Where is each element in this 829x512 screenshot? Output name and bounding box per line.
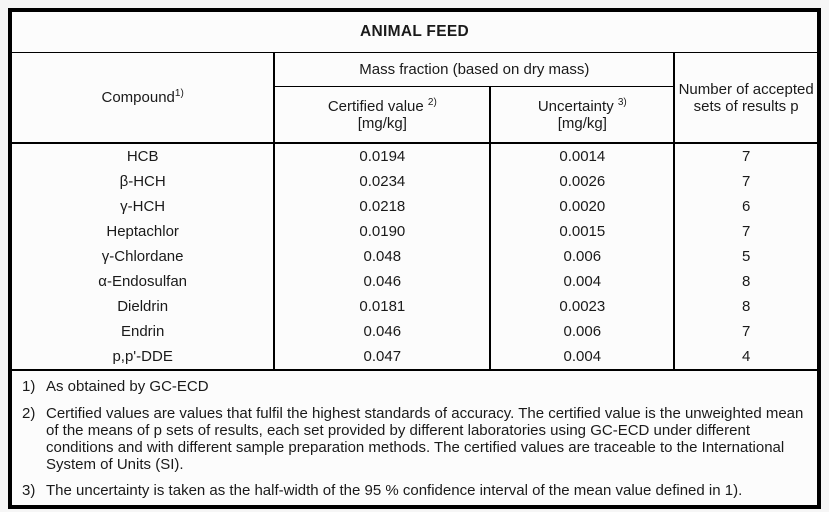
table-row: Dieldrin 0.0181 0.0023 8 (10, 294, 819, 319)
results-cell: 6 (673, 194, 819, 219)
footnotes-row: 1) As obtained by GC-ECD 2) Certified va… (10, 370, 819, 507)
uncertainty-cell: 0.0014 (489, 143, 675, 169)
results-cell: 8 (673, 294, 819, 319)
certified-header-footnote-ref: 2) (427, 96, 437, 108)
certified-cell: 0.047 (273, 344, 491, 371)
uncertainty-cell: 0.0023 (489, 294, 675, 319)
results-cell: 7 (673, 169, 819, 194)
uncertainty-cell: 0.0026 (489, 169, 675, 194)
certified-cell: 0.046 (273, 319, 491, 344)
compound-cell: β-HCH (119, 173, 166, 190)
certified-cell: 0.0181 (273, 294, 491, 319)
results-cell: 4 (673, 344, 819, 371)
table-row: γ-HCH 0.0218 0.0020 6 (10, 194, 819, 219)
table-title-row: ANIMAL FEED (10, 10, 819, 53)
results-cell: 7 (673, 143, 819, 169)
certified-cell: 0.0194 (273, 143, 491, 169)
header-group-row: Compound1) Mass fraction (based on dry m… (10, 52, 819, 144)
column-header-certified-value: Certified value 2) [mg/kg] (273, 86, 491, 144)
uncertainty-cell: 0.006 (489, 244, 675, 269)
column-header-uncertainty: Uncertainty 3) [mg/kg] (489, 86, 675, 144)
certified-cell: 0.046 (273, 269, 491, 294)
column-header-results: Number of accepted sets of results p (673, 52, 819, 144)
results-cell: 5 (673, 244, 819, 269)
compound-cell: γ-HCH (120, 198, 166, 215)
footnote-3-marker: 3) (22, 482, 36, 499)
footnote-2-marker: 2) (22, 405, 36, 422)
uncertainty-cell: 0.004 (489, 344, 675, 371)
table-row: Endrin 0.046 0.006 7 (10, 319, 819, 344)
certified-cell: 0.048 (273, 244, 491, 269)
certified-header-unit: [mg/kg] (357, 114, 407, 132)
certified-cell: 0.0190 (273, 219, 491, 244)
certified-header-label: Certified value (327, 97, 424, 115)
table-row: HCB 0.0194 0.0014 7 (10, 143, 819, 169)
uncertainty-cell: 0.0020 (489, 194, 675, 219)
compound-cell: HCB (126, 148, 159, 165)
results-cell: 8 (673, 269, 819, 294)
footnote-2: 2) Certified values are values that fulf… (22, 405, 807, 473)
table-title: ANIMAL FEED (10, 10, 819, 53)
uncertainty-cell: 0.0015 (489, 219, 675, 244)
results-cell: 7 (673, 219, 819, 244)
certified-cell: 0.0234 (273, 169, 491, 194)
compound-cell: γ-Chlordane (101, 248, 184, 265)
footnote-3-text: The uncertainty is taken as the half-wid… (46, 482, 743, 499)
compound-header-label: Compound (101, 89, 175, 106)
footnote-2-text: Certified values are values that fulfil … (46, 405, 804, 473)
compound-cell: Dieldrin (117, 298, 169, 315)
uncertainty-header-footnote-ref: 3) (617, 96, 627, 108)
compound-cell: α-Endosulfan (98, 273, 188, 290)
compound-cell: p,p'-DDE (10, 344, 275, 371)
uncertainty-header-unit: [mg/kg] (557, 114, 607, 132)
footnote-1-marker: 1) (22, 378, 36, 395)
table-row: γ-Chlordane 0.048 0.006 5 (10, 244, 819, 269)
animal-feed-table: ANIMAL FEED Compound1) Mass fraction (ba… (8, 8, 821, 509)
footnotes-section: 1) As obtained by GC-ECD 2) Certified va… (10, 370, 819, 507)
table-row: β-HCH 0.0234 0.0026 7 (10, 169, 819, 194)
compound-cell: Heptachlor (106, 223, 179, 240)
footnote-3: 3) The uncertainty is taken as the half-… (22, 482, 807, 499)
certified-cell: 0.0218 (273, 194, 491, 219)
footnote-1: 1) As obtained by GC-ECD (22, 378, 807, 395)
table-row: Heptachlor 0.0190 0.0015 7 (10, 219, 819, 244)
uncertainty-cell: 0.004 (489, 269, 675, 294)
uncertainty-cell: 0.006 (489, 319, 675, 344)
column-header-mass-fraction-group: Mass fraction (based on dry mass) (273, 52, 675, 87)
table-row: p,p'-DDE 0.047 0.004 4 (10, 344, 819, 371)
compound-cell: Endrin (120, 323, 165, 340)
uncertainty-header-label: Uncertainty (537, 97, 614, 115)
footnote-1-text: As obtained by GC-ECD (46, 378, 209, 395)
header-sub-row: Certified value 2) [mg/kg] Uncertainty 3… (10, 86, 819, 144)
results-cell: 7 (673, 319, 819, 344)
compound-header-footnote-ref: 1) (174, 88, 184, 99)
column-header-compound: Compound1) (10, 52, 275, 144)
table-row: α-Endosulfan 0.046 0.004 8 (10, 269, 819, 294)
